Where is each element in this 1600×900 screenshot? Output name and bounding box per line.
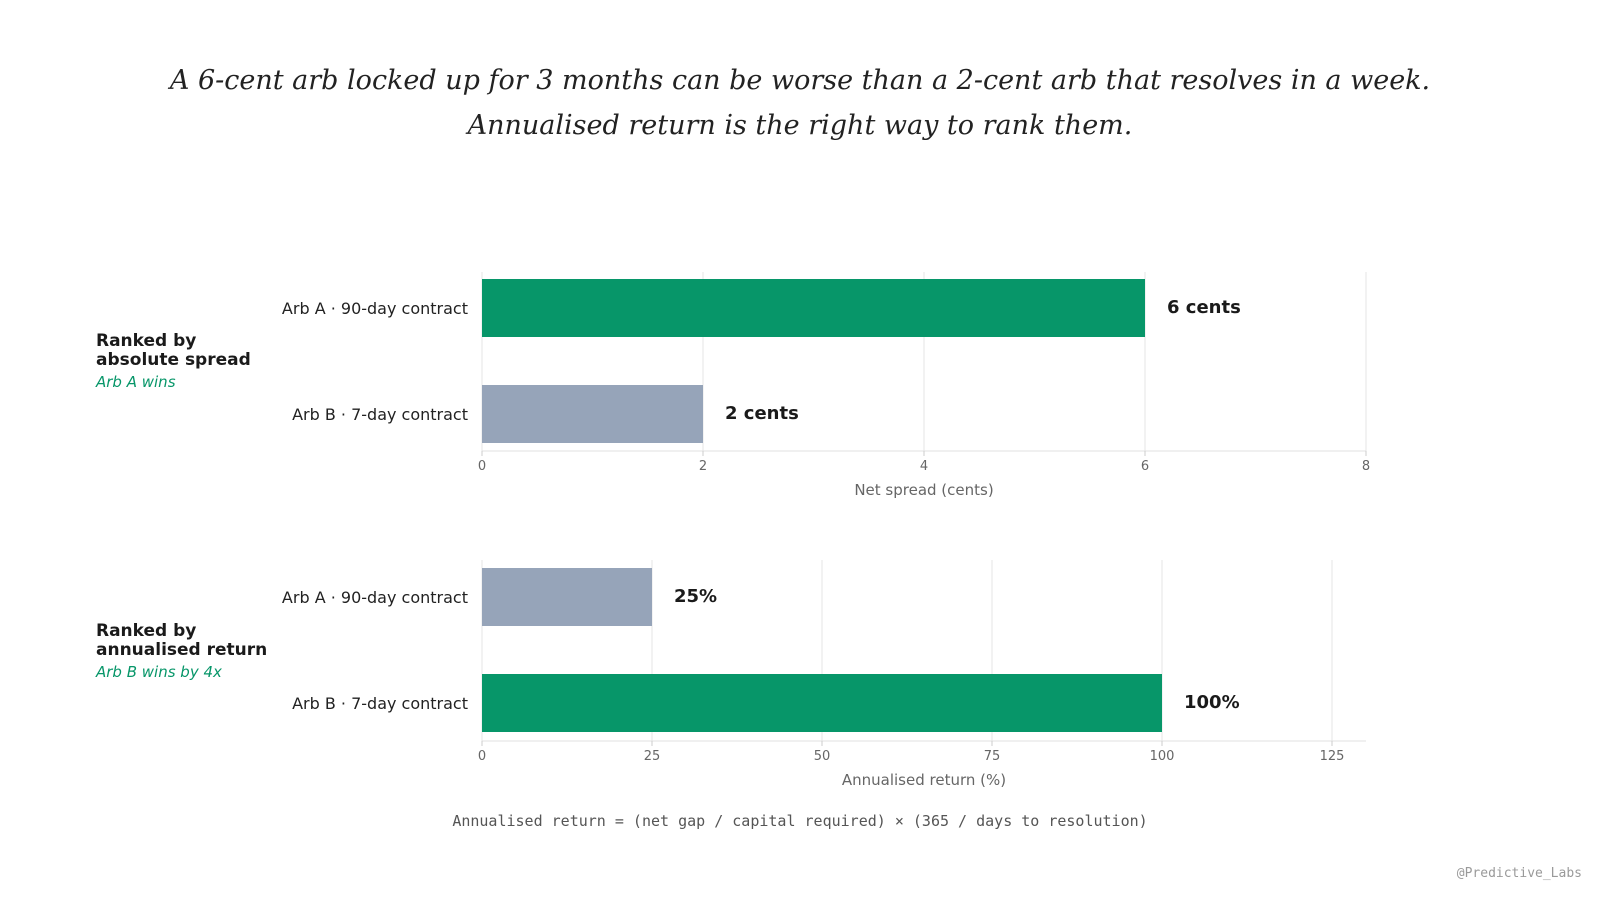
value-label: 100%	[1184, 692, 1240, 713]
panel-label-spread: Ranked by absolute spread Arb A wins	[96, 332, 286, 393]
x-tick-label: 0	[478, 459, 486, 474]
headline: A 6-cent arb locked up for 3 months can …	[0, 58, 1600, 148]
panel-title-line-1: Ranked by	[96, 621, 197, 641]
x-tick-label: 2	[699, 459, 707, 474]
category-label: Arb A · 90-day contract	[282, 299, 468, 318]
x-tick-label: 8	[1362, 459, 1370, 474]
panel-title-line-2: absolute spread	[96, 350, 251, 370]
x-tick-label: 4	[920, 459, 928, 474]
value-label: 2 cents	[725, 403, 799, 424]
formula-note: Annualised return = (net gap / capital r…	[452, 812, 1148, 830]
value-label: 25%	[674, 586, 717, 607]
headline-line-1: A 6-cent arb locked up for 3 months can …	[169, 65, 1431, 96]
x-tick-label: 6	[1141, 459, 1149, 474]
bar	[482, 674, 1162, 732]
bar	[482, 568, 652, 626]
panel-subtitle: Arb A wins	[96, 373, 176, 391]
credit-label: @Predictive_Labs	[1456, 866, 1582, 881]
x-tick-label: 0	[478, 749, 486, 764]
x-axis-title: Annualised return (%)	[842, 771, 1006, 789]
panel-label-annualised: Ranked by annualised return Arb B wins b…	[96, 622, 286, 683]
x-tick-label: 100	[1150, 749, 1175, 764]
bar	[482, 385, 703, 443]
x-tick-label: 50	[814, 749, 831, 764]
bar	[482, 279, 1145, 337]
category-label: Arb A · 90-day contract	[282, 588, 468, 607]
x-tick-label: 75	[984, 749, 1001, 764]
panel-subtitle: Arb B wins by 4x	[96, 663, 222, 681]
panel-title-line-1: Ranked by	[96, 331, 197, 351]
category-label: Arb B · 7-day contract	[292, 405, 468, 424]
headline-line-2: Annualised return is the right way to ra…	[467, 110, 1133, 141]
panel-title-line-2: annualised return	[96, 640, 268, 660]
x-tick-label: 25	[644, 749, 661, 764]
x-axis-title: Net spread (cents)	[854, 481, 993, 499]
category-label: Arb B · 7-day contract	[292, 694, 468, 713]
x-tick-label: 125	[1320, 749, 1345, 764]
value-label: 6 cents	[1167, 297, 1241, 318]
